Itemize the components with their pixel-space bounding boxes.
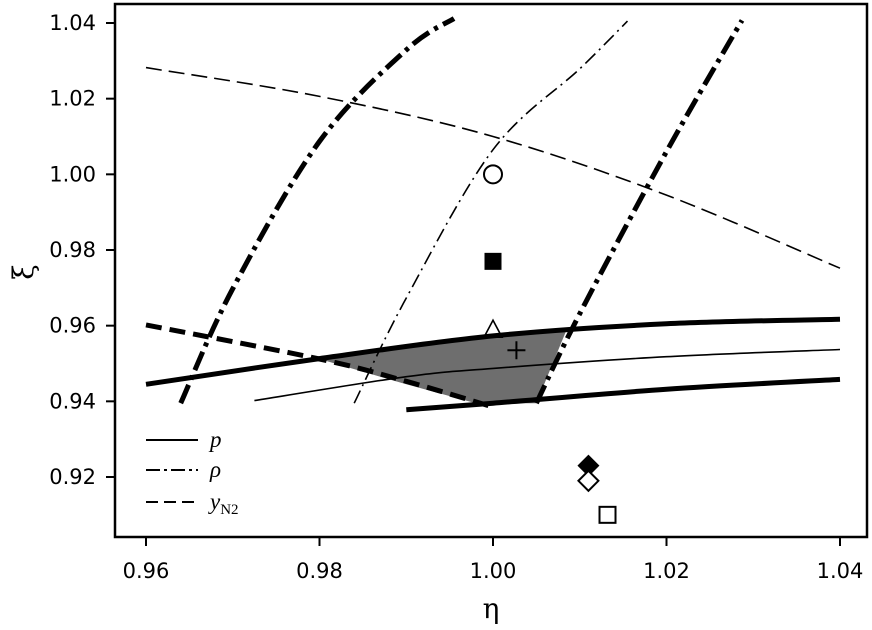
x-tick-label: 1.02 (643, 559, 690, 583)
plot-area (145, 16, 841, 524)
x-tick-label: 1.00 (470, 559, 517, 583)
series-rho-band-right (534, 19, 745, 405)
y-axis-title: ξ (7, 264, 40, 279)
data-point-diamond-filled (577, 454, 600, 477)
series-p-band-center (254, 348, 841, 402)
x-tick-label: 0.98 (296, 559, 343, 583)
y-tick-label: 0.96 (49, 314, 96, 338)
x-axis-title: η (483, 592, 500, 625)
y-tick-label: 1.04 (49, 11, 96, 35)
series-rho-band-left (178, 16, 456, 405)
series-yN2-band-lower (145, 322, 494, 410)
data-point-plus (507, 341, 526, 360)
feasible-region (315, 329, 567, 405)
x-tick-label: 0.96 (123, 559, 170, 583)
y-tick-label: 1.00 (49, 162, 96, 186)
data-point-square-filled (484, 252, 502, 270)
legend-label: ρ (209, 457, 221, 482)
data-point-square-open (598, 505, 617, 524)
series-p-band-lower (406, 376, 841, 413)
x-axis: 0.96 0.98 1.00 1.02 1.04 (123, 537, 864, 583)
plot-frame (113, 2, 869, 539)
legend-label: p (208, 427, 222, 452)
y-tick-label: 0.92 (49, 465, 96, 489)
series-rho-band-center (353, 20, 629, 404)
series-p-band-upper (145, 316, 841, 387)
y-tick-label: 0.98 (49, 238, 96, 262)
data-point-triangle-open (482, 318, 504, 339)
data-point-diamond-open (577, 469, 600, 493)
y-tick-label: 0.94 (49, 389, 96, 413)
data-point-circle-open (483, 164, 503, 185)
y-tick-label: 1.02 (49, 87, 96, 111)
series-yN2-band-upper (145, 66, 841, 269)
legend-label: yN2 (208, 489, 239, 518)
legend: pρ yN2 (146, 427, 239, 518)
x-tick-label: 1.04 (817, 559, 864, 583)
y-axis: 0.92 0.94 0.96 0.98 1.00 1.02 1.04 (49, 11, 115, 489)
